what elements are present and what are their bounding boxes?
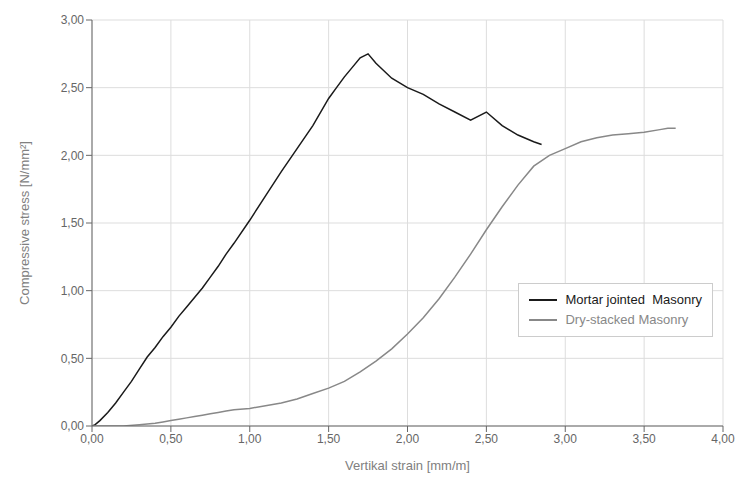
- svg-text:1,50: 1,50: [317, 432, 341, 446]
- svg-text:0,00: 0,00: [80, 432, 104, 446]
- html-text:Dry-stacked Masonry: Dry-stacked Masonry: [565, 312, 689, 327]
- svg-text:3,50: 3,50: [632, 432, 656, 446]
- svg-text:2,50: 2,50: [475, 432, 499, 446]
- svg-text:1,00: 1,00: [61, 284, 85, 298]
- svg-text:2,00: 2,00: [396, 432, 420, 446]
- svg-text:3,00: 3,00: [61, 13, 85, 27]
- svg-text:1,00: 1,00: [238, 432, 262, 446]
- svg-text:4,00: 4,00: [711, 432, 735, 446]
- svg-text:3,00: 3,00: [554, 432, 578, 446]
- svg-text:2,50: 2,50: [61, 81, 85, 95]
- svg-text:0,50: 0,50: [61, 352, 85, 366]
- svg-text:2,00: 2,00: [61, 149, 85, 163]
- svg-text:Vertikal strain [mm/m]: Vertikal strain [mm/m]: [345, 458, 470, 473]
- svg-text:Compressive stress [N/mm²]: Compressive stress [N/mm²]: [17, 141, 32, 305]
- svg-text:1,50: 1,50: [61, 216, 85, 230]
- html-text:Mortar jointed Masonry: Mortar jointed Masonry: [565, 292, 702, 307]
- svg-text:0,00: 0,00: [61, 419, 85, 433]
- svg-text:0,50: 0,50: [159, 432, 183, 446]
